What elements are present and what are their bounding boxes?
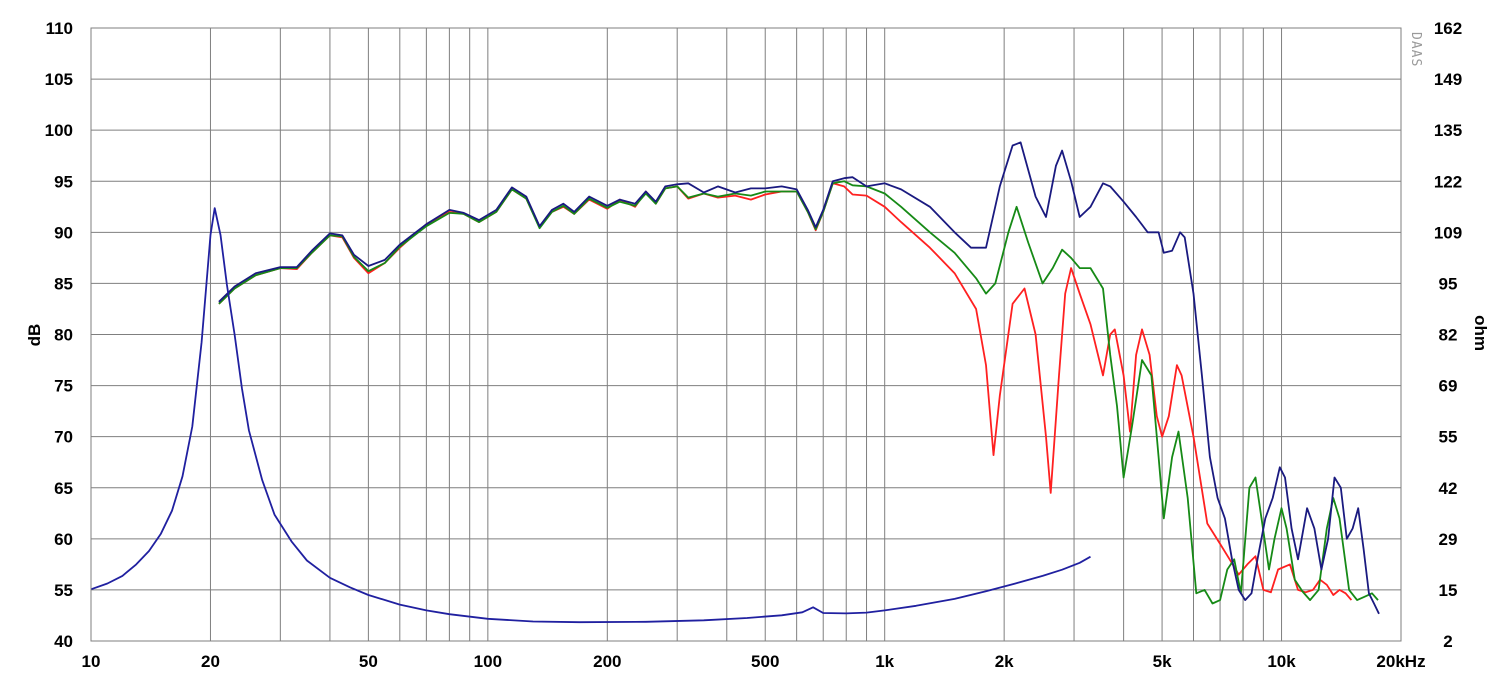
y2-tick-label: 55 [1439, 428, 1458, 447]
y-tick-label: 80 [54, 326, 73, 345]
y2-tick-label: 42 [1439, 479, 1458, 498]
x-tick-label: 10k [1267, 652, 1296, 671]
series-lines [91, 141, 1380, 624]
series-line-4 [91, 207, 1091, 624]
x-tick-label: 500 [751, 652, 779, 671]
y-tick-label: 100 [45, 121, 73, 140]
y2-tick-label: 95 [1439, 274, 1458, 293]
y-tick-label: 90 [54, 223, 73, 242]
y2-tick-labels: 2 15 29 42 55 69 82 95 109 122 135 149 162 [1434, 19, 1462, 651]
y-tick-label: 85 [54, 274, 73, 293]
y2-tick-label: 109 [1434, 223, 1462, 242]
x-tick-label: 10 [82, 652, 101, 671]
y-tick-labels: 40 55 60 65 70 75 80 85 90 95 100 105 110 [45, 19, 73, 651]
y2-tick-label: 15 [1439, 581, 1458, 600]
y2-tick-label: 2 [1443, 632, 1452, 651]
x-tick-label: 50 [359, 652, 378, 671]
y2-tick-label: 82 [1439, 326, 1458, 345]
y-tick-label: 110 [46, 19, 73, 38]
y-tick-label: 65 [54, 479, 73, 498]
x-tick-labels: 10 20 50 100 200 500 1k 2k 5k 10k 20kHz [82, 652, 1426, 671]
y-tick-label: 55 [54, 581, 73, 600]
plot-frame [90, 27, 1402, 642]
y2-tick-label: 162 [1434, 19, 1462, 38]
watermark: DAAS [1408, 32, 1423, 67]
x-tick-label: 200 [593, 652, 621, 671]
x-tick-label: 5k [1153, 652, 1172, 671]
y2-axis-label: ohm [1471, 315, 1490, 351]
y2-tick-label: 135 [1434, 121, 1462, 140]
y-axis-label: dB [25, 324, 44, 347]
x-tick-label: 20 [201, 652, 220, 671]
x-tick-label: 1k [875, 652, 894, 671]
y-tick-label: 40 [54, 632, 73, 651]
series-line-2 [218, 180, 1379, 605]
y-tick-label: 75 [54, 377, 73, 396]
y-tick-label: 70 [54, 428, 73, 447]
series-line-3 [218, 141, 1380, 615]
y2-tick-label: 69 [1439, 377, 1458, 396]
x-tick-label: 20kHz [1376, 652, 1425, 671]
x-tick-label: 2k [995, 652, 1014, 671]
y-tick-label: 95 [54, 172, 73, 191]
y2-tick-label: 122 [1434, 172, 1462, 191]
y-tick-label: 60 [54, 530, 73, 549]
x-tick-label: 100 [474, 652, 502, 671]
y2-tick-label: 29 [1439, 530, 1458, 549]
y2-tick-label: 149 [1434, 70, 1462, 89]
y-tick-label: 105 [45, 70, 73, 89]
